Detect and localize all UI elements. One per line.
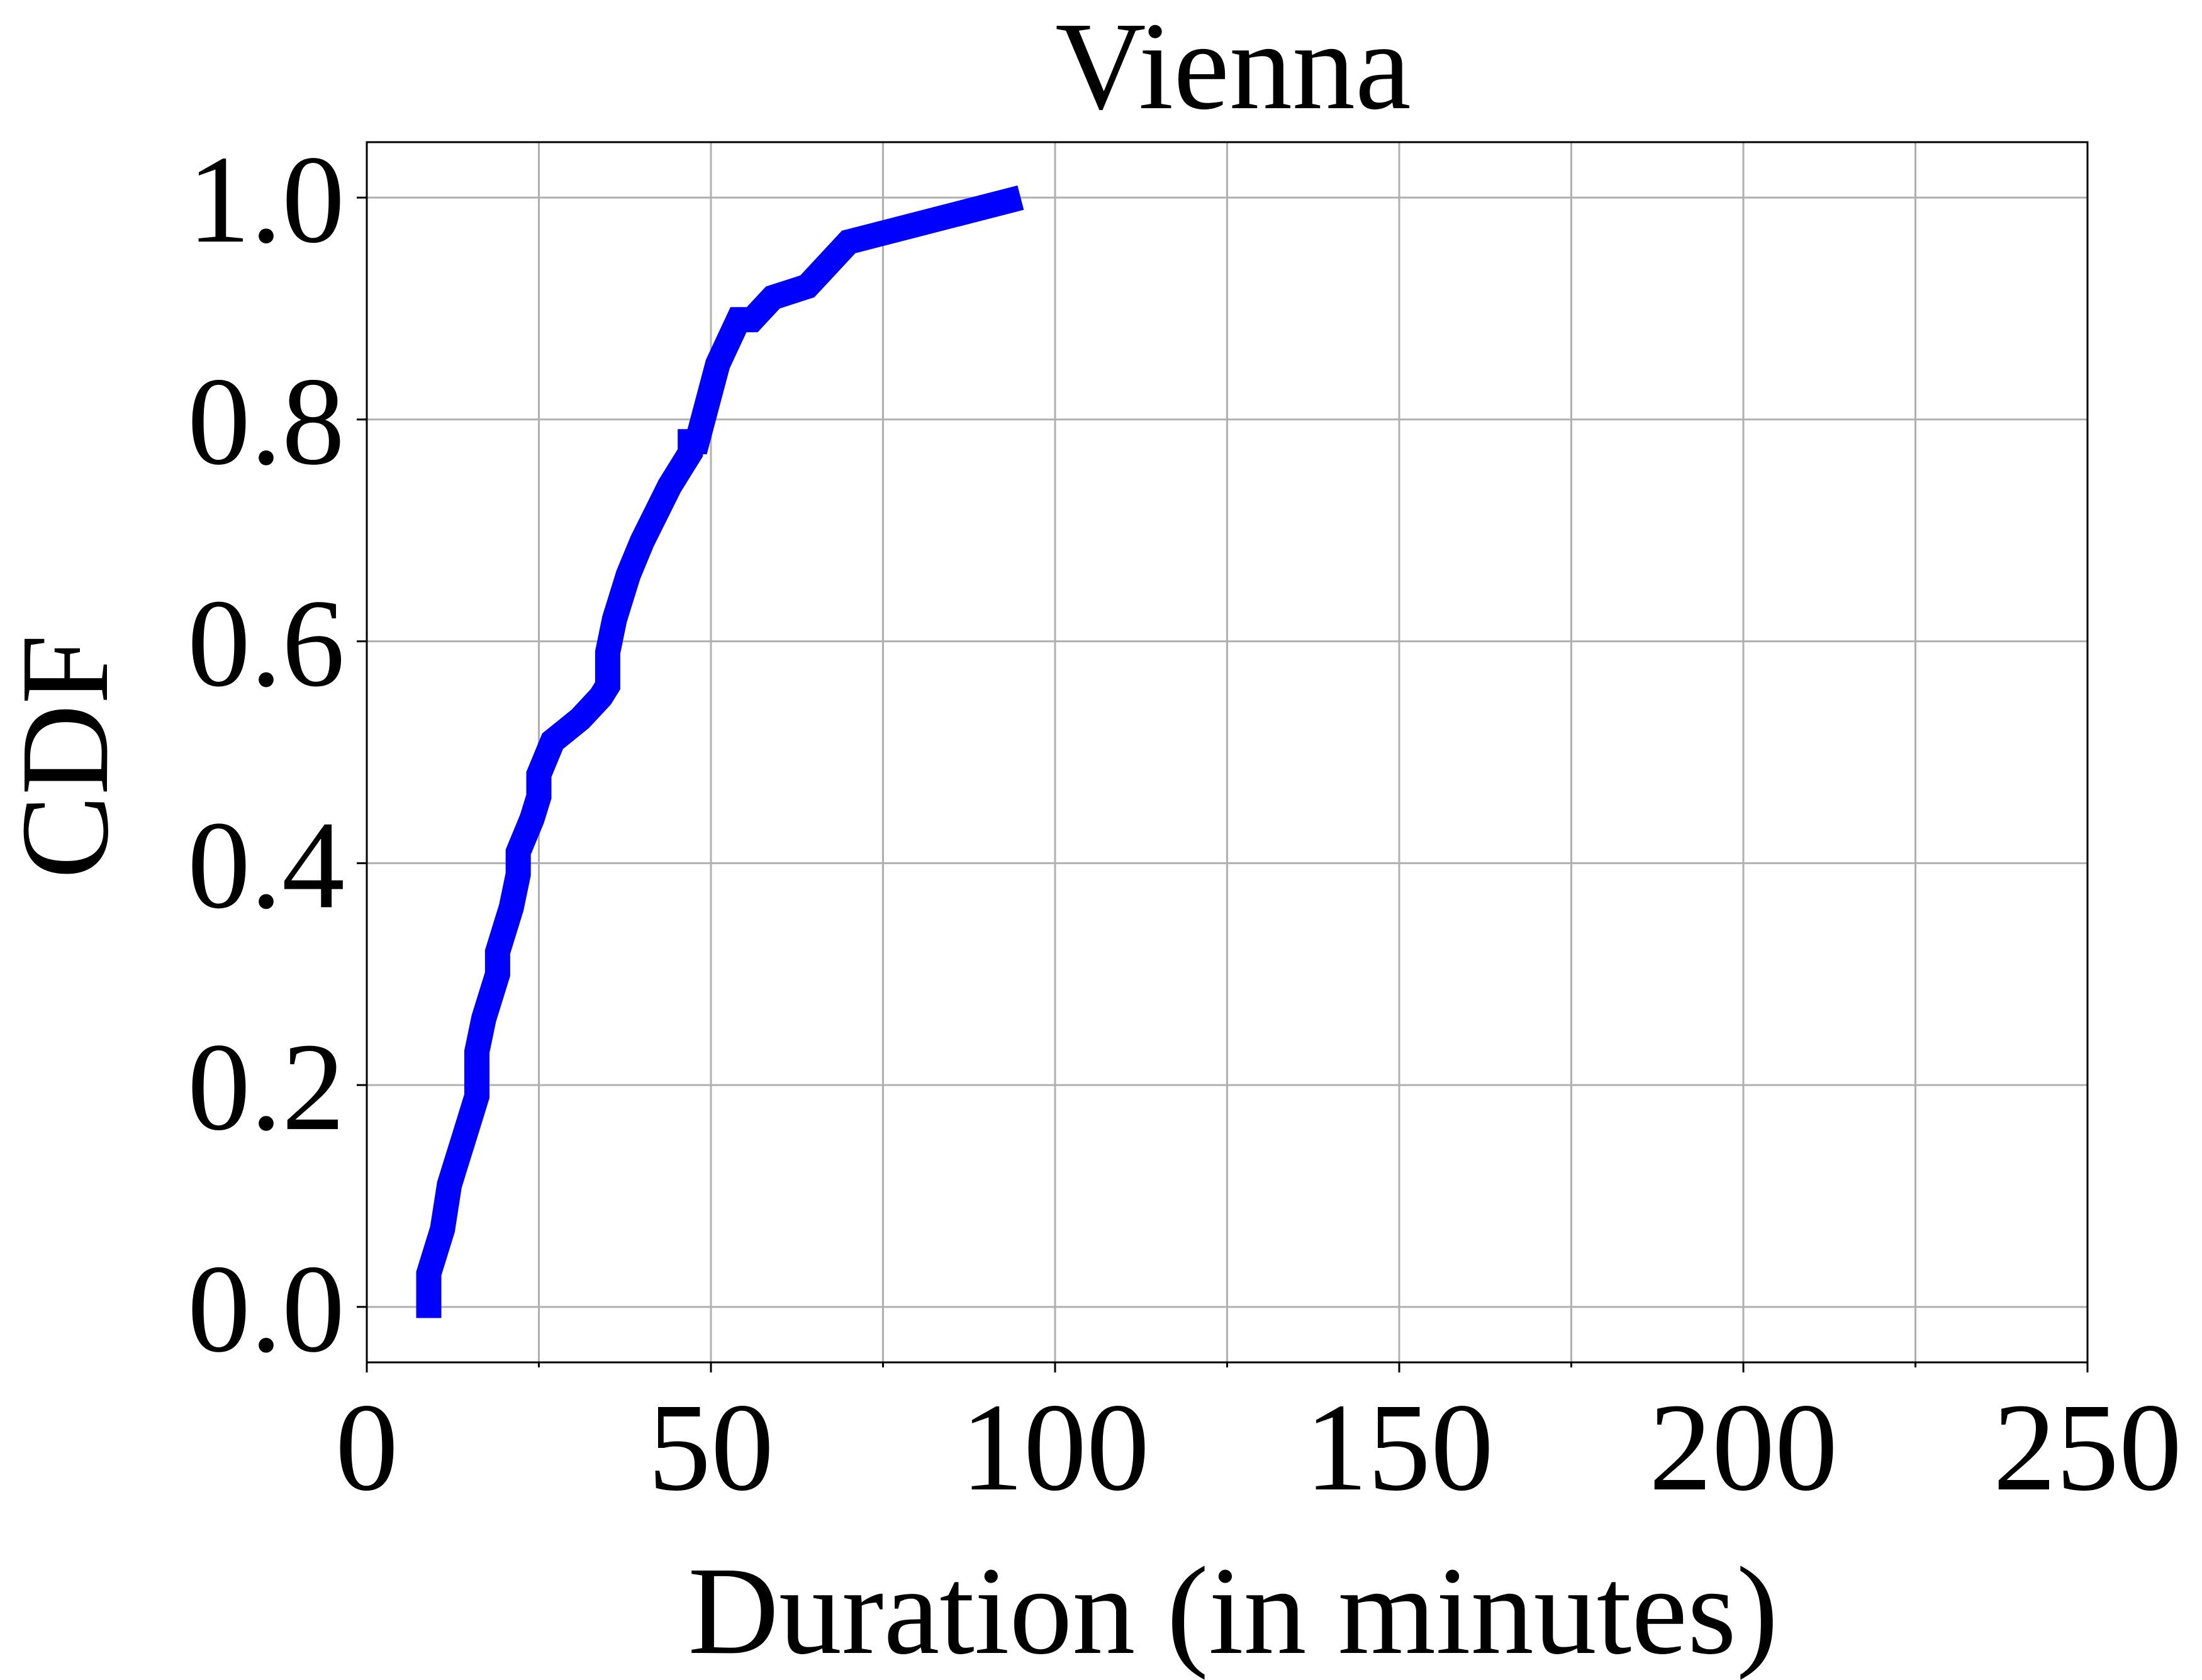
tick-labels: 0 50 100 150 200 250 0.0 0.2 0.4 0.6 0.8 1.0	[187, 130, 2182, 1517]
cdf-series-line	[416, 185, 1024, 1318]
grid-lines	[366, 142, 2089, 1362]
axis-ticks	[357, 196, 2089, 1372]
x-axis-label: Duration (in minutes)	[688, 1542, 1778, 1680]
x-tick-label: 150	[1305, 1378, 1494, 1517]
y-tick-label: 0.8	[187, 352, 345, 491]
y-tick-label: 0.6	[187, 574, 345, 713]
chart-title: Vienna	[1055, 0, 1411, 136]
x-tick-label: 100	[961, 1378, 1149, 1517]
y-axis-label: CDF	[0, 634, 135, 879]
y-tick-label: 1.0	[187, 130, 345, 269]
y-tick-label: 0.0	[187, 1240, 345, 1379]
y-tick-label: 0.4	[187, 796, 345, 935]
x-tick-label: 250	[1993, 1378, 2182, 1517]
x-tick-label: 0	[335, 1378, 398, 1517]
y-tick-label: 0.2	[187, 1018, 345, 1157]
plot-frame	[366, 141, 2089, 1364]
x-tick-label: 50	[648, 1378, 774, 1517]
x-tick-label: 200	[1649, 1378, 1838, 1517]
series-layer	[416, 185, 1024, 1318]
